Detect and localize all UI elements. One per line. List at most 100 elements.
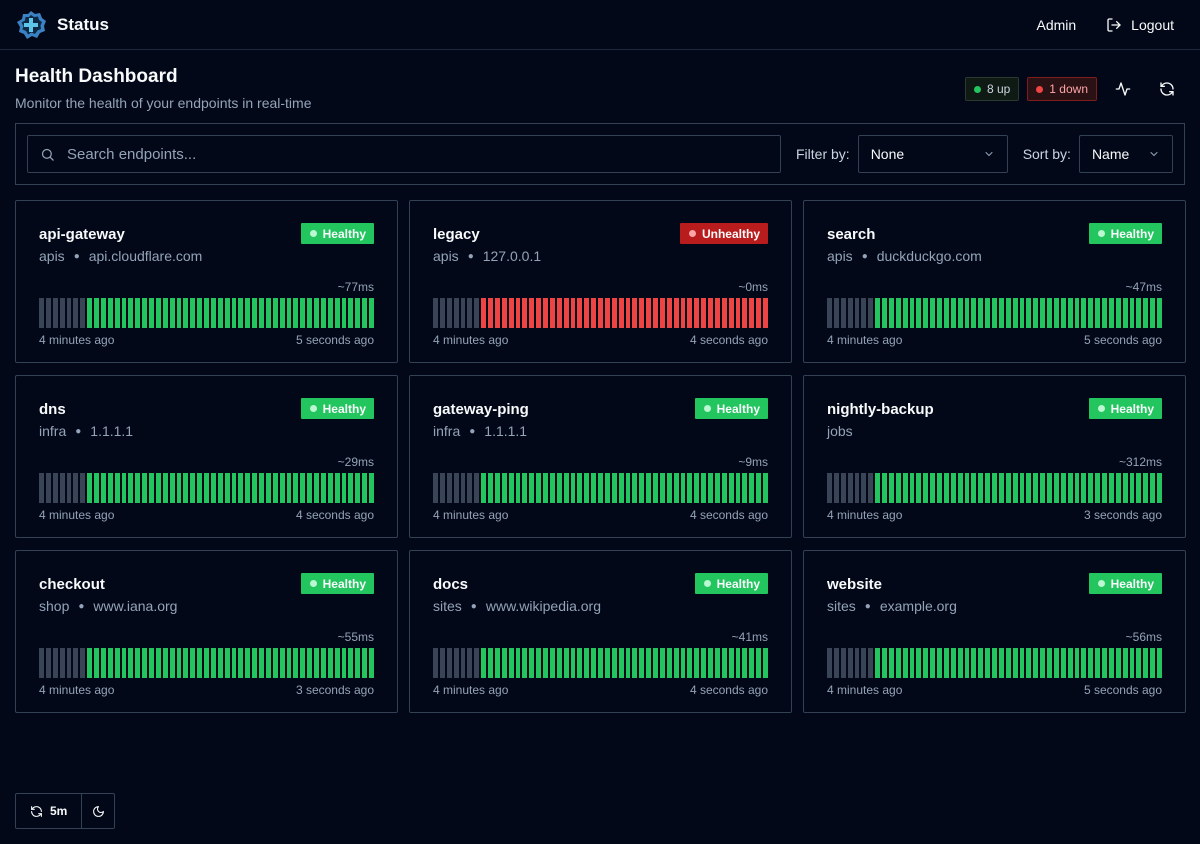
history-bar-success[interactable] [231, 298, 237, 328]
history-bar-success[interactable] [1150, 473, 1155, 503]
history-bar-success[interactable] [314, 473, 319, 503]
activity-button[interactable] [1105, 76, 1141, 102]
history-bar-failure[interactable] [625, 298, 631, 328]
history-bar-success[interactable] [210, 298, 216, 328]
history-bar-success[interactable] [204, 473, 209, 503]
endpoint-card[interactable]: nightly-backup jobs Healthy ~312ms 4 min… [803, 375, 1186, 538]
history-bar-success[interactable] [279, 473, 285, 503]
history-bar-success[interactable] [909, 648, 915, 678]
history-bar-empty[interactable] [66, 298, 72, 328]
history-bar-success[interactable] [639, 473, 645, 503]
history-bar-success[interactable] [895, 648, 901, 678]
history-bar-success[interactable] [107, 473, 113, 503]
history-bar-success[interactable] [508, 648, 514, 678]
history-bar-empty[interactable] [439, 298, 445, 328]
history-bar-success[interactable] [327, 648, 333, 678]
history-bar-success[interactable] [1115, 648, 1121, 678]
history-bar-success[interactable] [348, 648, 354, 678]
history-bar-success[interactable] [895, 298, 901, 328]
history-bar-success[interactable] [245, 473, 251, 503]
history-bar-success[interactable] [570, 473, 576, 503]
history-bar-success[interactable] [971, 473, 977, 503]
history-bar-success[interactable] [362, 648, 367, 678]
history-bar-success[interactable] [1143, 298, 1149, 328]
history-bar-success[interactable] [481, 648, 486, 678]
history-bar-success[interactable] [1060, 648, 1066, 678]
history-bar-success[interactable] [728, 648, 734, 678]
history-bar-success[interactable] [888, 648, 894, 678]
history-bar-success[interactable] [930, 648, 935, 678]
history-bar-success[interactable] [1026, 473, 1032, 503]
history-bar-success[interactable] [875, 648, 880, 678]
history-bar-success[interactable] [155, 473, 161, 503]
history-bar-success[interactable] [1115, 298, 1121, 328]
history-bar-empty[interactable] [847, 648, 853, 678]
history-bar-success[interactable] [687, 648, 693, 678]
history-bar-success[interactable] [646, 473, 651, 503]
history-bar-empty[interactable] [453, 648, 459, 678]
history-bar-success[interactable] [224, 648, 230, 678]
history-bar-success[interactable] [529, 473, 535, 503]
history-bar-success[interactable] [1067, 473, 1073, 503]
history-bar-success[interactable] [611, 473, 617, 503]
history-bar-failure[interactable] [611, 298, 617, 328]
history-bar-empty[interactable] [854, 648, 860, 678]
history-bar-success[interactable] [687, 473, 693, 503]
history-bar-success[interactable] [183, 473, 189, 503]
history-bar-success[interactable] [114, 648, 120, 678]
history-bar-success[interactable] [992, 648, 997, 678]
history-bar-success[interactable] [87, 473, 92, 503]
history-bar-success[interactable] [708, 648, 713, 678]
history-bar-success[interactable] [121, 298, 127, 328]
history-bar-success[interactable] [334, 648, 340, 678]
brand[interactable]: Status [15, 9, 109, 41]
history-bar-failure[interactable] [570, 298, 576, 328]
history-bar-success[interactable] [293, 473, 299, 503]
history-bar-success[interactable] [950, 298, 956, 328]
history-bar-failure[interactable] [549, 298, 555, 328]
history-bar-success[interactable] [701, 648, 706, 678]
history-bar-success[interactable] [529, 648, 535, 678]
history-bar-success[interactable] [155, 648, 161, 678]
history-bar-success[interactable] [114, 473, 120, 503]
history-bar-success[interactable] [1012, 298, 1018, 328]
history-bar-success[interactable] [895, 473, 901, 503]
history-bar-empty[interactable] [460, 298, 466, 328]
history-bar-success[interactable] [549, 648, 555, 678]
history-bar-success[interactable] [87, 648, 92, 678]
history-bar-success[interactable] [259, 473, 264, 503]
history-bar-success[interactable] [673, 473, 679, 503]
history-bar-failure[interactable] [529, 298, 535, 328]
history-bar-success[interactable] [1115, 473, 1121, 503]
history-bar-empty[interactable] [52, 473, 58, 503]
history-bar-success[interactable] [1047, 298, 1052, 328]
endpoint-card[interactable]: docs sites ● www.wikipedia.org Healthy ~… [409, 550, 792, 713]
history-bar-success[interactable] [348, 473, 354, 503]
history-bar-success[interactable] [272, 473, 278, 503]
history-bar-empty[interactable] [467, 298, 473, 328]
history-bar-success[interactable] [1033, 648, 1039, 678]
history-bar-success[interactable] [570, 648, 576, 678]
history-bar-empty[interactable] [861, 648, 867, 678]
history-bar-success[interactable] [756, 648, 761, 678]
history-bar-success[interactable] [1136, 473, 1142, 503]
history-bar-empty[interactable] [45, 473, 51, 503]
history-bar-failure[interactable] [632, 298, 638, 328]
history-bar-success[interactable] [632, 648, 638, 678]
history-bar-success[interactable] [549, 473, 555, 503]
history-bar-success[interactable] [155, 298, 161, 328]
history-bar-success[interactable] [577, 648, 583, 678]
history-bar-failure[interactable] [577, 298, 583, 328]
history-bar-success[interactable] [149, 473, 154, 503]
history-bar-failure[interactable] [728, 298, 734, 328]
history-bar-failure[interactable] [556, 298, 562, 328]
history-bar-failure[interactable] [701, 298, 706, 328]
history-bar-success[interactable] [286, 298, 292, 328]
history-bar-success[interactable] [238, 473, 244, 503]
history-bar-success[interactable] [252, 648, 257, 678]
theme-toggle-button[interactable] [82, 794, 114, 828]
history-bar-success[interactable] [300, 473, 306, 503]
history-bar-success[interactable] [978, 473, 984, 503]
history-bar-success[interactable] [245, 648, 251, 678]
endpoint-card[interactable]: website sites ● example.org Healthy ~56m… [803, 550, 1186, 713]
